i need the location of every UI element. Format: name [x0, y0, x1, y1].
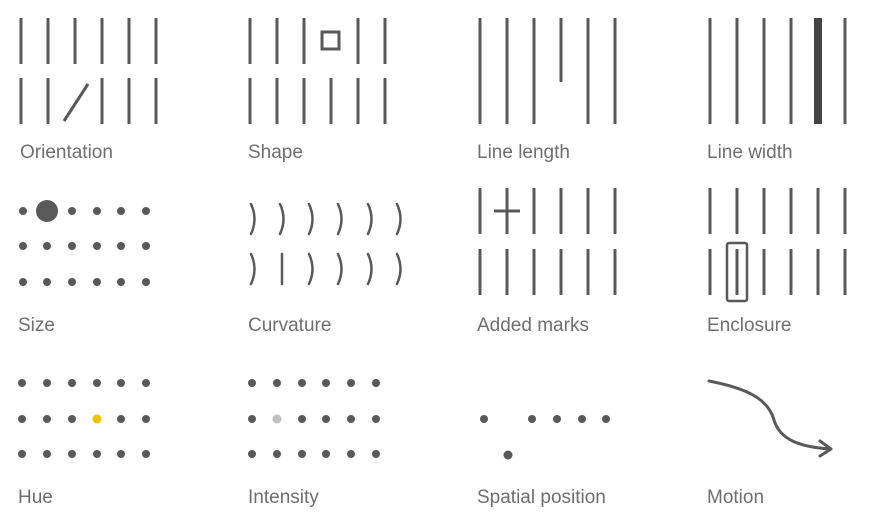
spatial-position-label: Spatial position	[477, 487, 606, 508]
intensity-target-mark	[272, 414, 282, 424]
enclosure-target-mark	[725, 241, 749, 303]
intensity-label: Intensity	[248, 487, 319, 508]
curvature-label: Curvature	[248, 315, 331, 336]
hue-label: Hue	[18, 487, 53, 508]
intensity-panel	[248, 379, 380, 458]
curvature-panel	[249, 202, 402, 286]
shape-label: Shape	[248, 142, 303, 163]
motion-label: Motion	[707, 487, 764, 508]
shape-panel	[248, 18, 387, 124]
shape-target-mark	[320, 30, 341, 51]
line-width-label: Line width	[707, 142, 793, 163]
motion-arrow-path	[707, 379, 832, 451]
hue-target-mark	[92, 414, 102, 424]
orientation-label: Orientation	[20, 142, 113, 163]
added-marks-label: Added marks	[477, 315, 589, 336]
motion-panel	[707, 379, 833, 458]
line-length-panel	[478, 18, 617, 124]
size-target-mark	[36, 200, 58, 222]
line-width-panel	[708, 18, 847, 124]
size-panel	[19, 200, 150, 286]
enclosure-label: Enclosure	[707, 315, 792, 336]
line-length-label: Line length	[477, 142, 570, 163]
hue-panel	[18, 379, 150, 458]
size-label: Size	[18, 315, 55, 336]
spatial-position-panel	[480, 415, 610, 460]
added-marks-panel	[478, 188, 617, 295]
enclosure-panel	[708, 188, 847, 303]
spatial-position-target-mark	[503, 450, 513, 460]
orientation-panel	[19, 18, 158, 124]
orientation-target-mark	[62, 83, 90, 122]
motion-arrowhead-icon	[818, 439, 833, 458]
